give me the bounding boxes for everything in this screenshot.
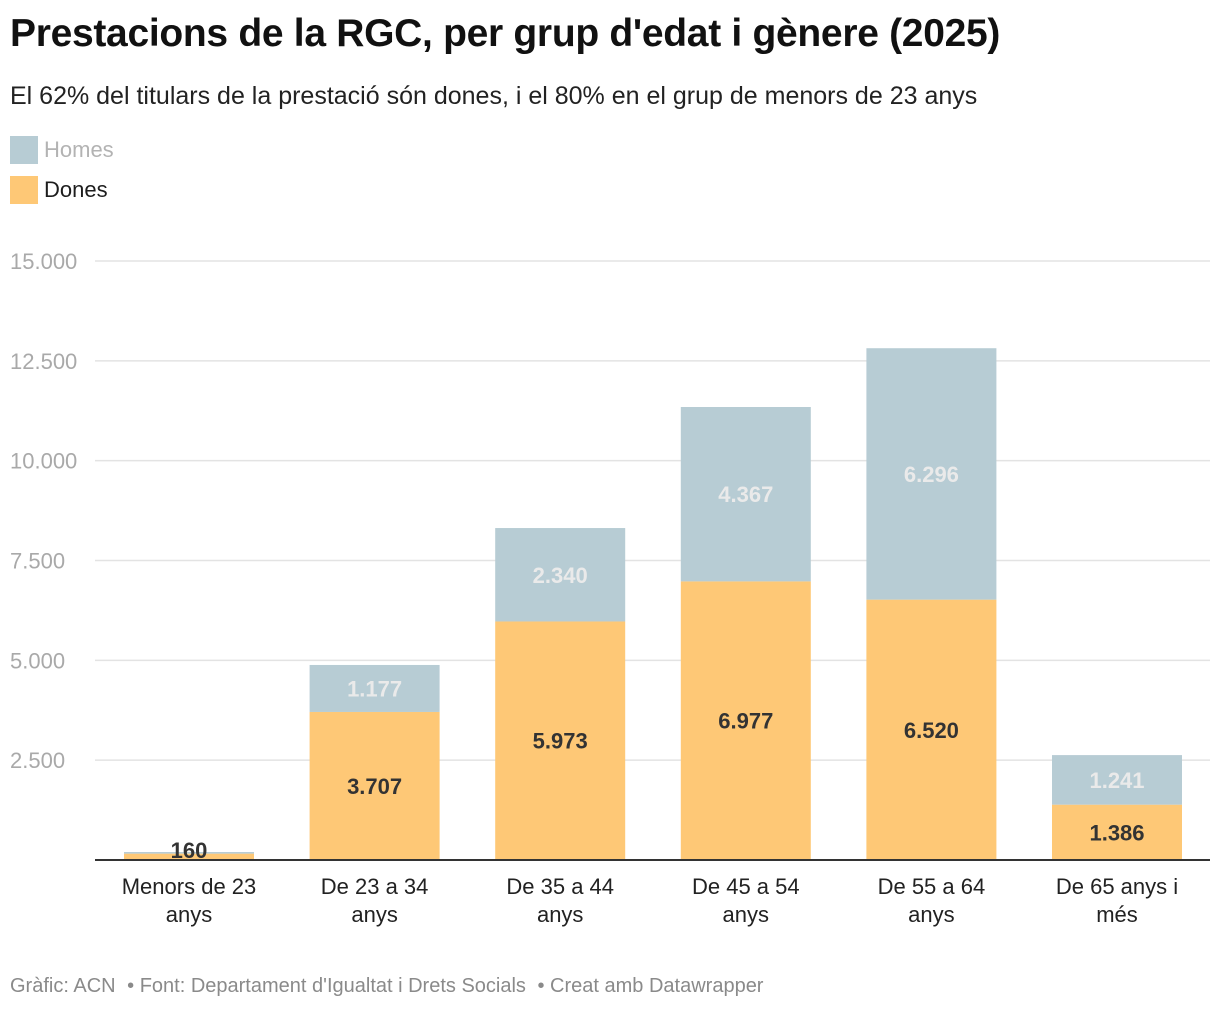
legend-label-dones: Dones — [44, 177, 108, 202]
y-tick-label: 2.500 — [10, 748, 65, 773]
bar-homes — [124, 852, 254, 854]
legend-swatch-homes — [10, 136, 38, 164]
chart-title: Prestacions de la RGC, per grup d'edat i… — [10, 12, 1001, 55]
x-tick-label: anys — [908, 902, 954, 927]
y-tick-label: 5.000 — [10, 648, 65, 673]
y-tick-label: 12.500 — [10, 349, 77, 374]
bar-dones — [495, 621, 626, 860]
footer-tool: • Creat amb Datawrapper — [537, 975, 764, 997]
bar-dones — [1052, 804, 1182, 860]
footer-credit: Gràfic: ACN — [10, 975, 116, 997]
x-tick-label: De 35 a 44 — [506, 874, 614, 899]
y-tick-label: 15.000 — [10, 249, 77, 274]
x-tick-label: més — [1096, 902, 1138, 927]
y-tick-label: 7.500 — [10, 549, 65, 574]
legend-swatch-dones — [10, 176, 38, 204]
bar-homes — [309, 664, 440, 712]
data-label-dones: 6.520 — [904, 718, 959, 743]
chart-subtitle: El 62% del titulars de la prestació són … — [10, 82, 978, 110]
x-tick-label: De 45 a 54 — [692, 874, 800, 899]
x-tick-label: anys — [723, 902, 769, 927]
bar-homes — [495, 528, 626, 622]
bar-dones — [866, 599, 997, 860]
data-label-dones: 1.386 — [1089, 820, 1144, 845]
bar-homes — [1052, 755, 1182, 805]
footer: Gràfic: ACN • Font: Departament d'Igualt… — [10, 975, 769, 998]
data-label-dones: 5.973 — [533, 729, 588, 754]
data-label-dones: 3.707 — [347, 774, 402, 799]
legend-item-homes[interactable]: Homes — [10, 136, 114, 164]
data-label-homes: 1.241 — [1089, 768, 1144, 793]
data-label-dones: 160 — [171, 838, 208, 863]
x-tick-label: anys — [537, 902, 583, 927]
legend-label-homes: Homes — [44, 137, 114, 162]
x-tick-label: De 65 anys i — [1056, 874, 1178, 899]
bar-chart: 2.500 5.000 7.500 10.000 12.500 15.000 160 Meno… — [10, 249, 1210, 927]
legend: Homes Dones — [10, 136, 114, 216]
footer-source: • Font: Departament d'Igualtat i Drets S… — [127, 975, 526, 997]
data-label-homes: 6.296 — [904, 462, 959, 487]
data-label-homes: 4.367 — [718, 482, 773, 507]
x-tick-label: Menors de 23 — [122, 874, 257, 899]
x-tick-label: anys — [351, 902, 397, 927]
data-label-dones: 6.977 — [718, 709, 773, 734]
bar-homes — [680, 406, 811, 582]
bar-dones — [309, 711, 440, 860]
bar-dones — [680, 581, 811, 860]
x-tick-label: anys — [166, 902, 212, 927]
legend-item-dones[interactable]: Dones — [10, 176, 114, 204]
y-tick-label: 10.000 — [10, 449, 77, 474]
bar-dones — [124, 853, 254, 860]
data-label-homes: 2.340 — [533, 563, 588, 588]
x-tick-label: De 23 a 34 — [321, 874, 429, 899]
bar-homes — [866, 348, 997, 600]
data-label-homes: 1.177 — [347, 676, 402, 701]
x-tick-label: De 55 a 64 — [878, 874, 986, 899]
